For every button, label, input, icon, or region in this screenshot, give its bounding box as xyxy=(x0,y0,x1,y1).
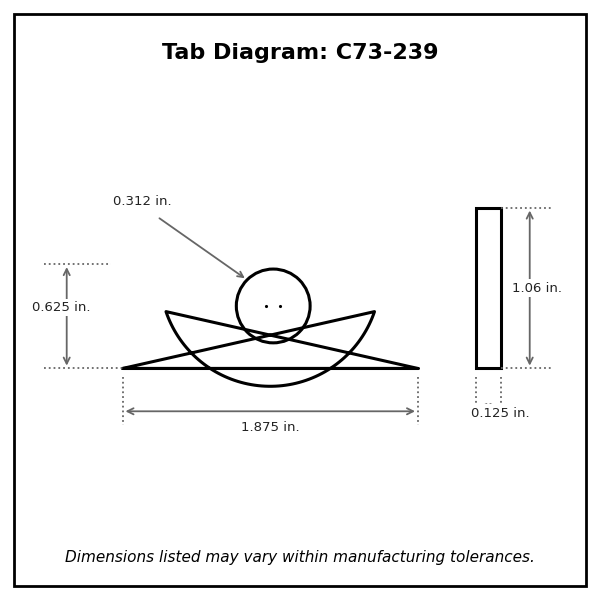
Text: 1.06 in.: 1.06 in. xyxy=(512,281,562,295)
Text: 0.312 in.: 0.312 in. xyxy=(113,196,171,208)
Text: 0.125 in.: 0.125 in. xyxy=(471,407,530,419)
Text: Dimensions listed may vary within manufacturing tolerances.: Dimensions listed may vary within manufa… xyxy=(65,550,535,565)
Text: 0.625 in.: 0.625 in. xyxy=(32,301,90,314)
Text: 1.875 in.: 1.875 in. xyxy=(241,421,299,434)
Text: Tab Diagram: C73-239: Tab Diagram: C73-239 xyxy=(162,43,438,63)
Bar xyxy=(476,208,501,368)
